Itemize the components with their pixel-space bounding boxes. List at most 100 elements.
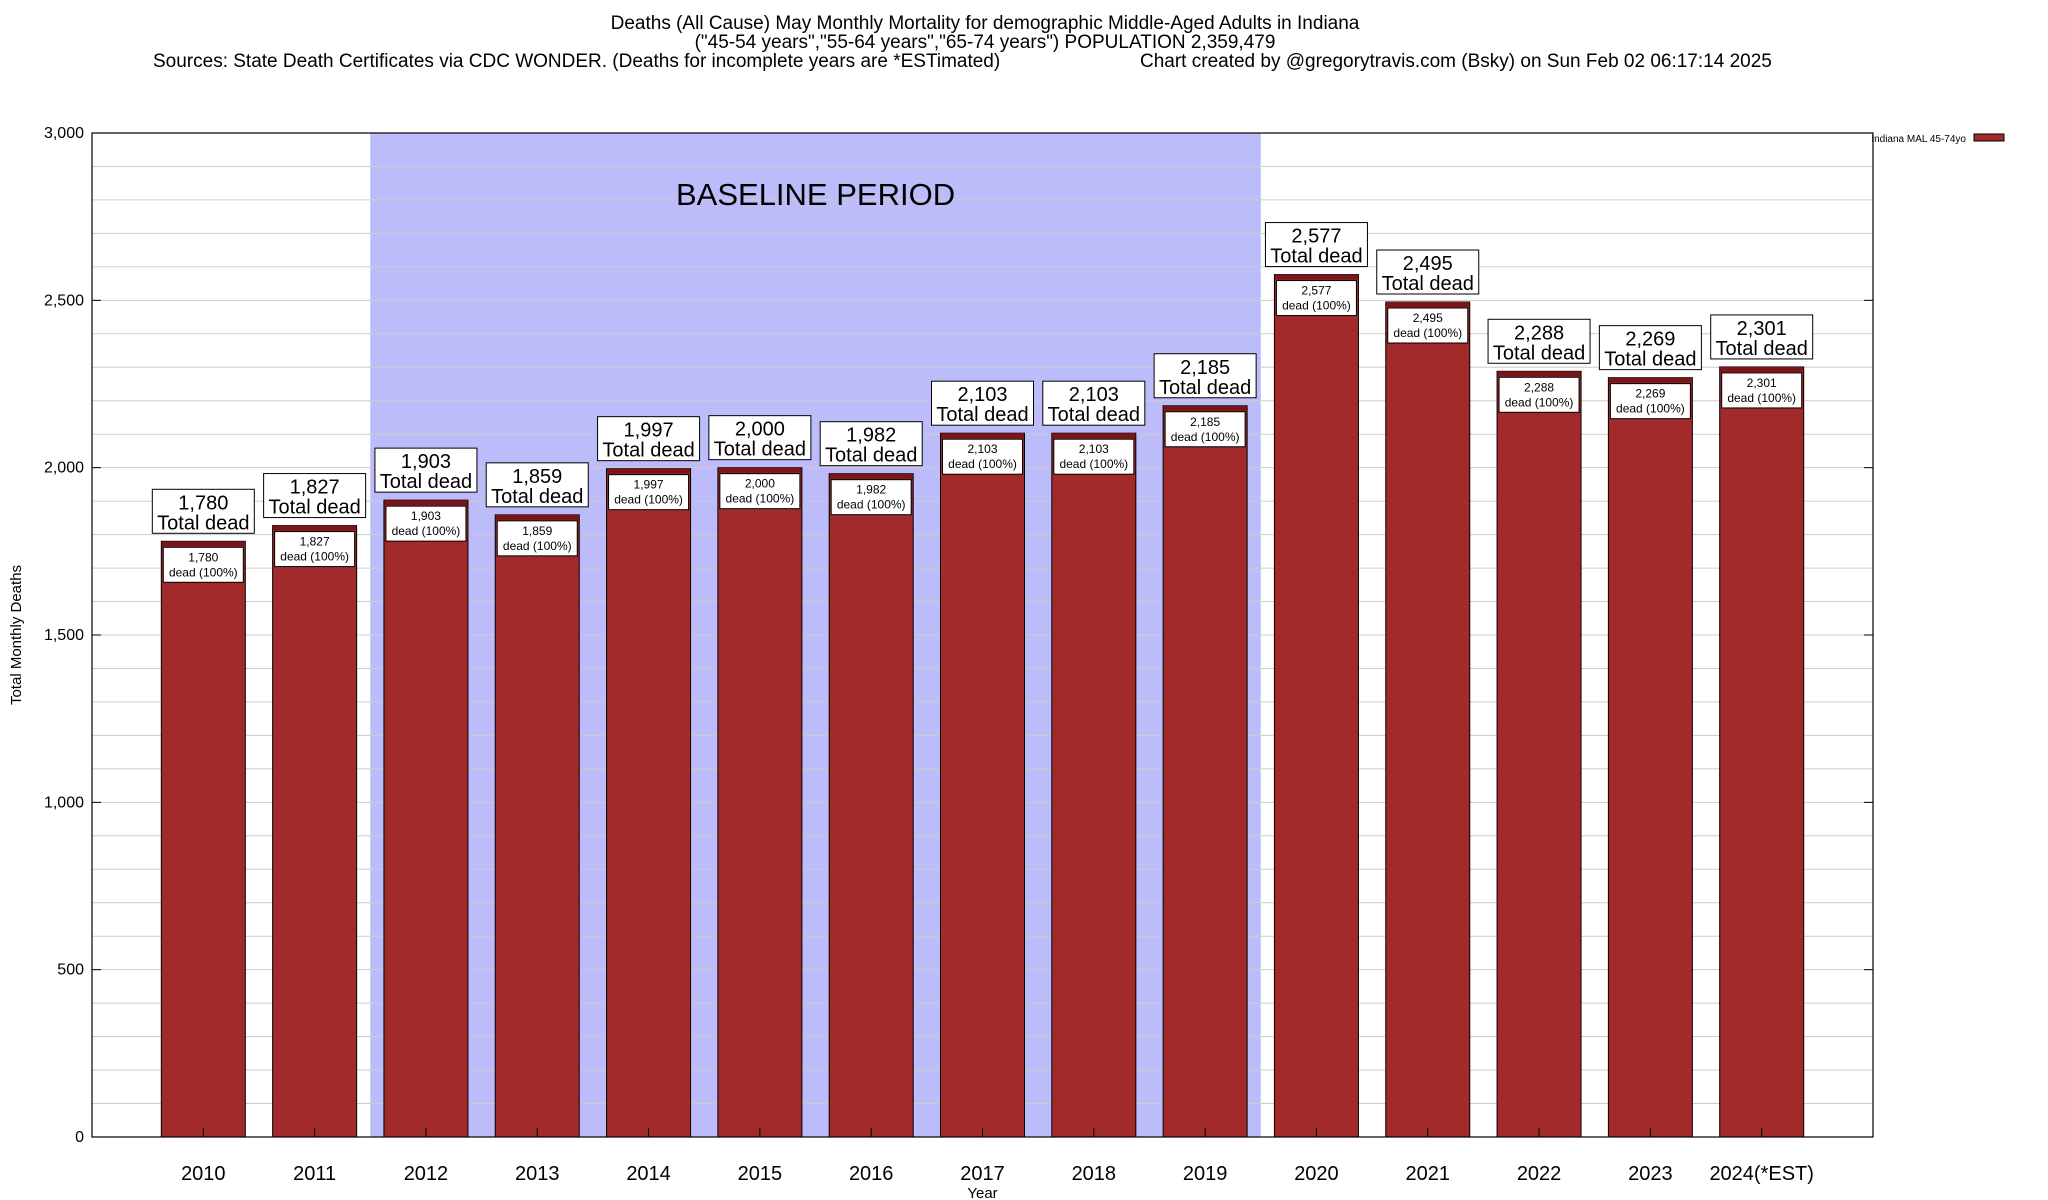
- bar-cap: [495, 514, 579, 520]
- bar: [383, 499, 469, 1138]
- bar-top-value-label: 2,495: [1403, 253, 1453, 275]
- bar-inner-value-label: 1,827: [300, 535, 330, 549]
- bar-inner-percent-label: dead (100%): [1171, 430, 1240, 444]
- bar-inner-value-label: 2,103: [1079, 442, 1109, 456]
- bar-cap: [1052, 433, 1136, 439]
- x-tick-label: 2022: [1517, 1163, 1562, 1185]
- bar-inner-percent-label: dead (100%): [1505, 395, 1574, 409]
- bar-top-label-box: [1264, 222, 1368, 268]
- bar-inner-percent-label: dead (100%): [1727, 391, 1796, 405]
- bar: [1051, 432, 1137, 1138]
- x-tick-label: 2010: [181, 1163, 226, 1185]
- bar-top-value-label: 2,103: [1069, 384, 1119, 406]
- bar-inner-label-box: [1498, 376, 1580, 413]
- bar-inner-value-label: 1,859: [522, 524, 552, 538]
- bar-top-total-label: Total dead: [602, 440, 694, 462]
- bar-top-total-label: Total dead: [1493, 342, 1585, 364]
- bar: [1496, 370, 1582, 1138]
- x-tick-label: 2023: [1628, 1163, 1673, 1185]
- chart-credit-note: Chart created by @gregorytravis.com (Bsk…: [1140, 51, 1772, 72]
- bar-inner-percent-label: dead (100%): [392, 524, 461, 538]
- bar: [1719, 366, 1805, 1138]
- bar-top-label-box: [263, 473, 367, 519]
- bar-inner-percent-label: dead (100%): [837, 498, 906, 512]
- x-tick-label: 2024(*EST): [1709, 1163, 1814, 1185]
- x-axis-label: Year: [967, 1185, 997, 1200]
- bar-cap: [1608, 377, 1692, 383]
- bar-inner-value-label: 1,903: [411, 509, 441, 523]
- bar: [828, 473, 914, 1138]
- bar-top-value-label: 1,997: [624, 420, 674, 442]
- bar: [717, 467, 803, 1138]
- bar: [1607, 377, 1693, 1138]
- bar-cap: [941, 433, 1024, 439]
- x-tick-label: 2012: [404, 1163, 449, 1185]
- bar-inner-value-label: 2,000: [745, 477, 775, 491]
- bar-inner-percent-label: dead (100%): [169, 565, 238, 579]
- bar-cap: [384, 500, 468, 506]
- bar-inner-percent-label: dead (100%): [1393, 326, 1462, 340]
- x-tick-label: 2021: [1406, 1163, 1451, 1185]
- bar-inner-percent-label: dead (100%): [1616, 402, 1685, 416]
- bar: [272, 525, 358, 1138]
- bar-top-label-box: [151, 488, 255, 534]
- bar: [606, 468, 692, 1138]
- bar-cap: [829, 473, 913, 479]
- bar-inner-value-label: 1,997: [634, 478, 664, 492]
- bar-top-value-label: 1,903: [401, 451, 451, 473]
- bar: [940, 432, 1025, 1138]
- bar-inner-percent-label: dead (100%): [614, 493, 683, 507]
- bar-top-value-label: 1,827: [290, 477, 340, 499]
- bar-top-total-label: Total dead: [1716, 338, 1808, 360]
- bar-top-total-label: Total dead: [1048, 404, 1140, 426]
- bar-top-value-label: 2,103: [957, 384, 1007, 406]
- bar-top-total-label: Total dead: [936, 404, 1028, 426]
- bar-inner-value-label: 2,495: [1413, 311, 1443, 325]
- bar-top-total-label: Total dead: [1604, 349, 1696, 371]
- bar-cap: [607, 468, 691, 474]
- baseline-period-label: BASELINE PERIOD: [676, 177, 955, 212]
- bar-inner-value-label: 2,301: [1747, 376, 1777, 390]
- bar-inner-label-box: [496, 520, 578, 557]
- bar: [1273, 274, 1359, 1138]
- y-tick-label: 0: [75, 1129, 84, 1146]
- bar-top-value-label: 2,288: [1514, 322, 1564, 344]
- bar-inner-percent-label: dead (100%): [1282, 299, 1351, 313]
- bar-inner-value-label: 2,288: [1524, 380, 1554, 394]
- bar-inner-value-label: 2,185: [1190, 415, 1220, 429]
- bar-top-label-box: [1487, 318, 1591, 364]
- legend-swatch: [1973, 133, 2005, 142]
- bar-inner-label-box: [1721, 372, 1803, 409]
- bar-top-total-label: Total dead: [1270, 246, 1362, 268]
- bar-cap: [1720, 366, 1804, 372]
- bar-cap: [1163, 405, 1247, 411]
- y-tick-label: 2,000: [44, 460, 84, 477]
- bar-inner-label-box: [1387, 307, 1469, 344]
- bar-top-total-label: Total dead: [380, 471, 472, 493]
- bar-top-label-box: [374, 447, 478, 493]
- x-tick-label: 2015: [738, 1163, 783, 1185]
- bar-top-label-box: [1710, 314, 1814, 360]
- bar-top-label-box: [485, 462, 589, 508]
- x-tick-label: 2013: [515, 1163, 560, 1185]
- y-tick-label: 3,000: [44, 125, 84, 142]
- bar-inner-value-label: 2,269: [1635, 387, 1665, 401]
- bar-cap: [1274, 274, 1358, 280]
- bar-top-total-label: Total dead: [1382, 273, 1474, 295]
- chart-source-note: Sources: State Death Certificates via CD…: [153, 51, 1001, 72]
- bar-cap: [273, 525, 357, 531]
- bar-cap: [718, 467, 802, 473]
- chart-subtitle: ("45-54 years","55-64 years","65-74 year…: [694, 32, 1276, 53]
- legend-label: Indiana MAL 45-74yo: [1871, 134, 1966, 145]
- bar-inner-label-box: [1053, 438, 1135, 475]
- bar-top-label-box: [1153, 353, 1257, 399]
- bar-inner-label-box: [830, 479, 912, 516]
- bar-top-total-label: Total dead: [1159, 377, 1251, 399]
- bar-top-label-box: [708, 415, 812, 461]
- bar: [1162, 405, 1248, 1138]
- bar-inner-label-box: [274, 531, 356, 568]
- bar-inner-label-box: [1609, 383, 1691, 420]
- x-tick-label: 2014: [626, 1163, 671, 1185]
- bar-top-value-label: 2,577: [1291, 226, 1341, 248]
- bar-top-value-label: 1,982: [846, 425, 896, 447]
